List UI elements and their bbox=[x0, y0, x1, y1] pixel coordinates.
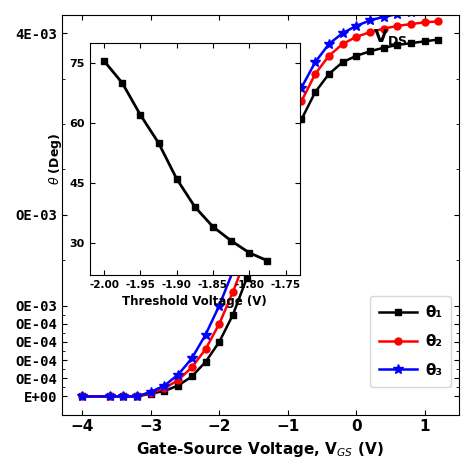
θ₁ bbox=[148, 391, 154, 397]
θ₂ bbox=[175, 377, 181, 383]
θ₁ bbox=[381, 45, 386, 51]
θ₁ bbox=[408, 40, 414, 46]
θ₁ bbox=[217, 339, 222, 345]
θ₂ bbox=[80, 393, 85, 399]
θ₃ bbox=[217, 303, 222, 309]
θ₁ bbox=[230, 312, 236, 318]
θ₁ bbox=[422, 38, 428, 44]
θ₃ bbox=[394, 11, 400, 17]
θ₃ bbox=[436, 7, 441, 12]
θ₃ bbox=[312, 59, 318, 65]
θ₃ bbox=[244, 232, 249, 237]
θ₃ bbox=[107, 393, 112, 399]
θ₃ bbox=[162, 383, 167, 388]
θ₁ bbox=[312, 89, 318, 95]
θ₂ bbox=[189, 365, 195, 370]
θ₂ bbox=[162, 385, 167, 391]
θ₁ bbox=[271, 194, 277, 200]
θ₃ bbox=[271, 155, 277, 161]
θ₃ bbox=[230, 268, 236, 274]
θ₂ bbox=[271, 174, 277, 180]
θ₁ bbox=[107, 393, 112, 399]
θ₂ bbox=[367, 29, 373, 35]
θ₁ bbox=[189, 374, 195, 379]
θ₃ bbox=[367, 18, 373, 23]
θ₁ bbox=[203, 359, 209, 365]
θ₁ bbox=[175, 383, 181, 388]
Legend: θ₁, θ₂, θ₃: θ₁, θ₂, θ₃ bbox=[370, 296, 451, 387]
θ₃ bbox=[203, 332, 209, 337]
X-axis label: Gate-Source Voltage, V$_{GS}$ (V): Gate-Source Voltage, V$_{GS}$ (V) bbox=[137, 440, 384, 459]
θ₃ bbox=[80, 393, 85, 399]
θ₂ bbox=[394, 23, 400, 29]
θ₁ bbox=[367, 48, 373, 54]
θ₃ bbox=[381, 14, 386, 19]
θ₁ bbox=[285, 153, 291, 159]
θ₃ bbox=[148, 389, 154, 395]
θ₁ bbox=[354, 53, 359, 59]
θ₃ bbox=[326, 41, 332, 47]
θ₂ bbox=[244, 253, 249, 258]
θ₃ bbox=[285, 119, 291, 125]
Line: θ₃: θ₃ bbox=[77, 5, 443, 401]
θ₁ bbox=[120, 393, 126, 399]
θ₂ bbox=[285, 135, 291, 140]
θ₂ bbox=[299, 99, 304, 104]
θ₃ bbox=[189, 356, 195, 361]
θ₃ bbox=[340, 30, 346, 36]
θ₃ bbox=[299, 85, 304, 91]
θ₂ bbox=[340, 41, 346, 47]
θ₂ bbox=[354, 34, 359, 40]
Text: $\mathbf{V_{DS}}$: $\mathbf{V_{DS}}$ bbox=[373, 27, 407, 47]
θ₂ bbox=[107, 393, 112, 399]
θ₂ bbox=[230, 289, 236, 295]
θ₂ bbox=[120, 393, 126, 399]
θ₂ bbox=[422, 19, 428, 25]
θ₁ bbox=[436, 36, 441, 42]
θ₂ bbox=[148, 390, 154, 396]
θ₁ bbox=[299, 117, 304, 122]
θ₃ bbox=[422, 8, 428, 13]
θ₁ bbox=[340, 59, 346, 65]
θ₁ bbox=[162, 388, 167, 394]
Line: θ₁: θ₁ bbox=[79, 36, 442, 400]
θ₃ bbox=[134, 393, 140, 399]
θ₃ bbox=[175, 372, 181, 377]
θ₂ bbox=[381, 26, 386, 31]
θ₂ bbox=[203, 346, 209, 352]
θ₃ bbox=[354, 23, 359, 29]
θ₁ bbox=[80, 393, 85, 399]
θ₂ bbox=[436, 18, 441, 24]
θ₂ bbox=[408, 21, 414, 27]
θ₃ bbox=[120, 393, 126, 399]
Line: θ₂: θ₂ bbox=[79, 18, 442, 400]
θ₁ bbox=[326, 71, 332, 77]
θ₂ bbox=[326, 53, 332, 59]
θ₂ bbox=[217, 321, 222, 327]
θ₂ bbox=[312, 71, 318, 77]
θ₁ bbox=[244, 275, 249, 281]
θ₃ bbox=[408, 9, 414, 15]
θ₂ bbox=[134, 393, 140, 399]
θ₃ bbox=[257, 194, 263, 200]
θ₁ bbox=[257, 235, 263, 240]
θ₁ bbox=[394, 42, 400, 48]
θ₁ bbox=[134, 393, 140, 399]
θ₂ bbox=[257, 214, 263, 219]
